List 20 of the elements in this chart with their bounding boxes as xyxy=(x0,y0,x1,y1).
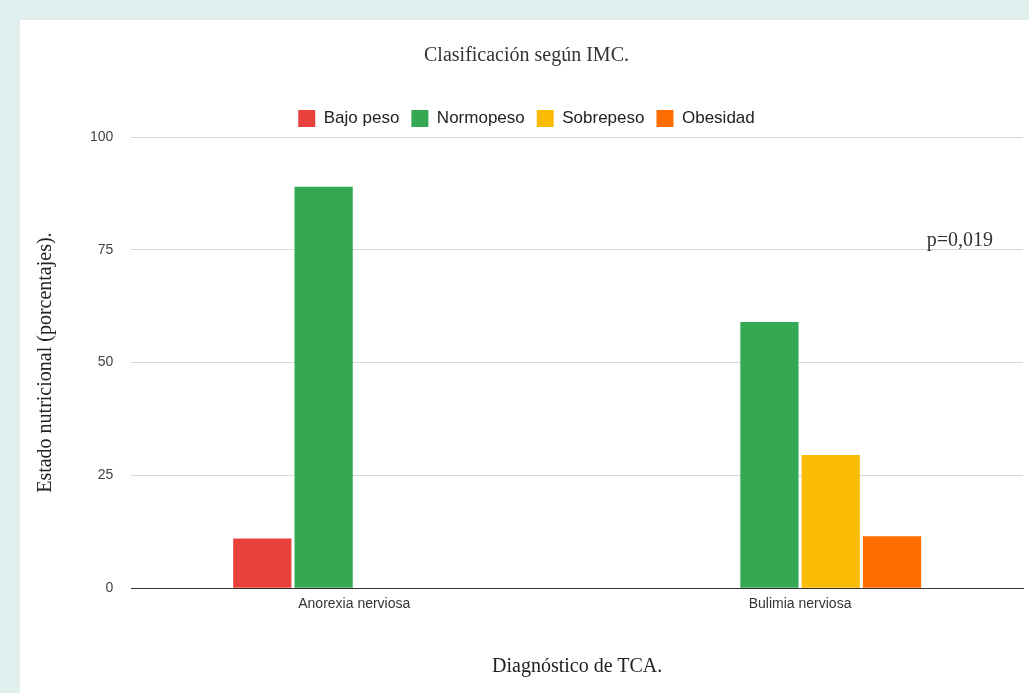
legend-label: Sobrepeso xyxy=(562,108,645,128)
bar xyxy=(294,186,353,588)
y-tick-label: 75 xyxy=(97,240,114,257)
legend-label: Bajo peso xyxy=(323,108,400,128)
y-tick-label: 0 xyxy=(105,579,114,596)
bar xyxy=(740,321,799,588)
y-tick-label: 100 xyxy=(90,127,114,144)
chart-title: Clasificación según IMC. xyxy=(424,43,629,67)
legend-label: Obesidad xyxy=(681,108,755,128)
y-tick-label: 25 xyxy=(97,466,114,483)
x-tick-label: Anorexia nerviosa xyxy=(298,595,411,612)
y-axis-title: Estado nutricional (porcentajes). xyxy=(33,232,57,493)
x-tick-label: Bulimia nerviosa xyxy=(748,595,852,612)
legend-label: Normopeso xyxy=(436,108,525,128)
bar xyxy=(233,538,292,588)
y-tick-label: 50 xyxy=(97,353,114,370)
annotation: p=0,019 xyxy=(926,228,993,252)
bar xyxy=(862,536,922,588)
x-axis-title: Diagnóstico de TCA. xyxy=(492,654,663,678)
bar xyxy=(801,455,860,588)
